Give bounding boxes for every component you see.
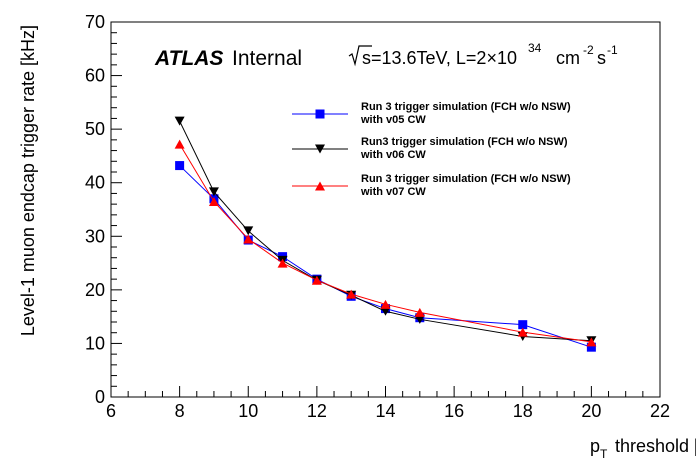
y-tick-label: 70 [85, 12, 105, 32]
data-point [380, 306, 391, 316]
y-tick-label: 20 [85, 280, 105, 300]
series-line [179, 143, 592, 343]
energy-unit2: s [597, 48, 606, 68]
x-tick-label: 6 [106, 401, 116, 421]
legend-entry-2: Run 3 trigger simulation (FCH w/o NSW) w… [292, 173, 571, 198]
energy-unit: cm [556, 48, 580, 68]
x-tick-label: 12 [307, 401, 327, 421]
axis-ticks [110, 21, 661, 398]
x-tick-label: 10 [238, 401, 258, 421]
data-point [277, 258, 288, 268]
legend-label-line1: Run 3 trigger simulation (FCH w/o NSW) [361, 101, 571, 113]
x-tick-label: 18 [513, 401, 533, 421]
axis-tick-labels: 6 8 10 12 14 16 18 20 22 0 10 20 30 40 50 60 70 [85, 12, 670, 421]
data-point [174, 116, 185, 126]
y-tick-label: 10 [85, 333, 105, 353]
x-tick-label: 14 [375, 401, 395, 421]
legend-label-line1: Run3 trigger simulation (FCH w/o NSW) [361, 136, 568, 148]
legend-label-line2: with v05 CW [360, 114, 426, 126]
x-axis-symbol: p [590, 436, 600, 456]
x-tick-label: 20 [581, 401, 601, 421]
data-point [175, 161, 185, 171]
atlas-label: ATLAS Internal [154, 47, 302, 70]
y-tick-label: 30 [85, 226, 105, 246]
energy-prefix: s=13.6TeV, L=2×10 [362, 48, 517, 68]
plot-frame [110, 21, 661, 398]
legend-label-line2: with v06 CW [360, 149, 426, 161]
legend-label-line1: Run 3 trigger simulation (FCH w/o NSW) [361, 173, 571, 185]
data-point [174, 139, 185, 149]
data-point [518, 320, 528, 330]
x-tick-label: 8 [175, 401, 185, 421]
data-point [414, 307, 425, 317]
x-tick-label: 22 [650, 401, 670, 421]
data-point [517, 327, 528, 337]
data-point [208, 196, 219, 206]
energy-luminosity-label: s=13.6TeV, L=2×10 34 cm -2 s -1 [348, 41, 618, 68]
legend: Run 3 trigger simulation (FCH w/o NSW) w… [292, 101, 571, 198]
sqrt-icon [348, 45, 372, 67]
series-layer [174, 116, 597, 352]
x-axis-title: p T threshold [GeV] [590, 436, 696, 461]
y-tick-label: 60 [85, 66, 105, 86]
y-tick-label: 0 [95, 387, 105, 407]
y-tick-label: 40 [85, 173, 105, 193]
y-tick-label: 50 [85, 119, 105, 139]
data-point [380, 299, 391, 309]
energy-unit2-exp: -1 [607, 43, 618, 57]
legend-marker [315, 181, 325, 191]
legend-entry-0: Run 3 trigger simulation (FCH w/o NSW) w… [292, 101, 571, 126]
data-point [208, 187, 219, 197]
energy-unit-exp: -2 [583, 43, 594, 57]
energy-exp: 34 [528, 41, 542, 55]
data-point [311, 275, 322, 285]
y-axis-title: Level-1 muon endcap trigger rate [kHz] [18, 25, 38, 336]
data-point [346, 289, 357, 299]
atlas-internal-text: Internal [232, 47, 302, 70]
data-point [243, 234, 254, 244]
data-point [586, 342, 596, 352]
legend-label-line2: with v07 CW [360, 186, 426, 198]
x-axis-text: threshold [GeV] [615, 436, 696, 456]
x-tick-label: 16 [444, 401, 464, 421]
legend-marker [315, 144, 325, 154]
data-point [586, 337, 597, 347]
atlas-logo-text: ATLAS [154, 47, 223, 70]
x-axis-subscript: T [600, 447, 608, 461]
data-point [243, 226, 254, 236]
series-2 [174, 139, 597, 347]
data-point [414, 314, 425, 324]
legend-marker [315, 109, 325, 119]
legend-entry-1: Run3 trigger simulation (FCH w/o NSW)wit… [292, 136, 568, 161]
